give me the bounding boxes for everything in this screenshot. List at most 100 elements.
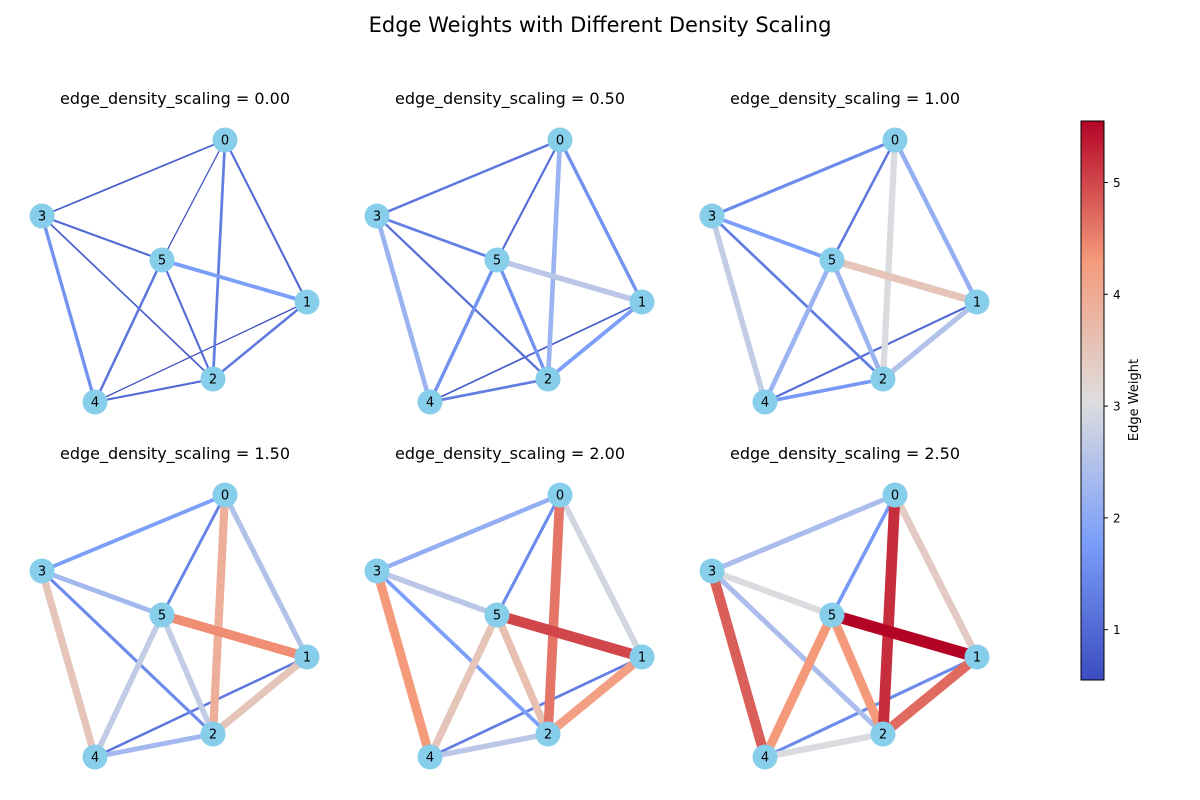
node-label: 1 [303,651,311,666]
colorbar-tick-label: 3 [1113,400,1121,414]
edge-1-5 [830,256,979,306]
edge-3-4 [709,215,768,403]
node-label: 1 [973,296,981,311]
network-panel-3: edge_density_scaling = 1.50 0 1 2 3 4 5 [29,444,320,770]
edge-0-5 [160,494,227,616]
network-panel-5: edge_density_scaling = 2.50 0 1 2 3 4 5 [699,444,990,770]
edge-0-2 [545,139,563,380]
node-1 [629,289,655,315]
node-2 [200,721,226,747]
edge-4-5 [428,259,499,403]
edge-0-2 [211,139,227,380]
node-label: 3 [708,210,716,225]
node-label: 0 [556,489,564,504]
edge-0-5 [496,139,561,261]
edge-2-5 [495,259,550,380]
edge-1-2 [212,301,308,380]
node-1 [964,289,990,315]
network-panel-4: edge_density_scaling = 2.00 0 1 2 3 4 5 [364,444,655,770]
node-label: 4 [91,751,99,766]
node-label: 2 [544,373,552,388]
edge-0-3 [41,493,226,573]
node-0 [882,127,908,153]
edge-0-5 [830,494,897,616]
edge-3-4 [374,215,433,403]
node-label: 0 [891,134,899,149]
edge-2-4 [94,377,214,404]
edge-2-5 [161,259,214,380]
node-0 [882,482,908,508]
edge-0-2 [543,494,565,735]
edge-3-5 [376,214,498,262]
edge-0-5 [830,139,897,261]
edge-0-2 [879,139,899,380]
edge-1-2 [210,654,310,737]
node-5 [149,247,175,273]
node-4 [752,744,778,770]
panel-title: edge_density_scaling = 1.50 [60,444,290,464]
edge-2-3 [40,569,215,736]
edge-3-5 [376,568,498,618]
edge-0-3 [376,492,561,574]
edge-3-4 [40,215,97,403]
colorbar-tick-label: 1 [1113,623,1121,637]
node-4 [752,389,778,415]
node-label: 4 [426,751,434,766]
edge-2-4 [429,731,549,760]
edge-0-2 [208,494,230,735]
edge-1-5 [160,610,309,662]
colorbar-label: Edge Weight [1127,359,1142,441]
node-label: 4 [91,396,99,411]
node-5 [819,602,845,628]
node-label: 2 [209,728,217,743]
edge-2-4 [429,377,549,404]
edge-2-3 [711,215,884,380]
edge-0-3 [711,138,896,218]
edge-2-3 [375,569,550,736]
edge-0-3 [376,138,561,218]
colorbar-ticks: 1 2 3 4 5 [1104,176,1121,637]
colorbar-tick-label: 2 [1113,511,1121,525]
network-panel-1: edge_density_scaling = 0.50 0 1 2 3 4 5 [364,89,655,415]
node-5 [149,602,175,628]
node-3 [29,203,55,229]
edge-2-5 [827,613,888,736]
edge-2-4 [94,731,214,760]
node-label: 1 [638,651,646,666]
edge-0-1 [224,139,308,303]
node-label: 1 [638,296,646,311]
edge-0-1 [558,139,644,303]
node-label: 1 [973,651,981,666]
node-label: 5 [158,254,166,269]
node-2 [535,366,561,392]
edge-4-5 [426,613,501,759]
edge-0-1 [891,493,981,659]
node-label: 4 [761,751,769,766]
edge-1-5 [830,609,979,663]
edge-0-5 [161,139,226,261]
node-0 [547,127,573,153]
panel-title: edge_density_scaling = 1.00 [730,89,960,109]
edge-0-1 [557,493,645,659]
edge-0-2 [877,494,901,735]
node-1 [964,644,990,670]
node-3 [364,558,390,584]
panel-title: edge_density_scaling = 0.00 [60,89,290,109]
edge-4-5 [760,613,837,759]
node-4 [82,389,108,415]
node-3 [699,558,725,584]
node-label: 4 [426,396,434,411]
panel-title: edge_density_scaling = 2.00 [395,444,625,464]
node-1 [629,644,655,670]
edge-0-1 [222,493,310,659]
node-5 [484,602,510,628]
edge-1-2 [545,653,645,738]
node-1 [294,289,320,315]
edge-3-5 [41,568,163,618]
node-label: 2 [209,373,217,388]
node-label: 3 [38,210,46,225]
node-label: 2 [544,728,552,743]
edge-4-5 [762,259,835,403]
edge-2-3 [41,215,214,380]
edge-3-4 [372,569,435,759]
